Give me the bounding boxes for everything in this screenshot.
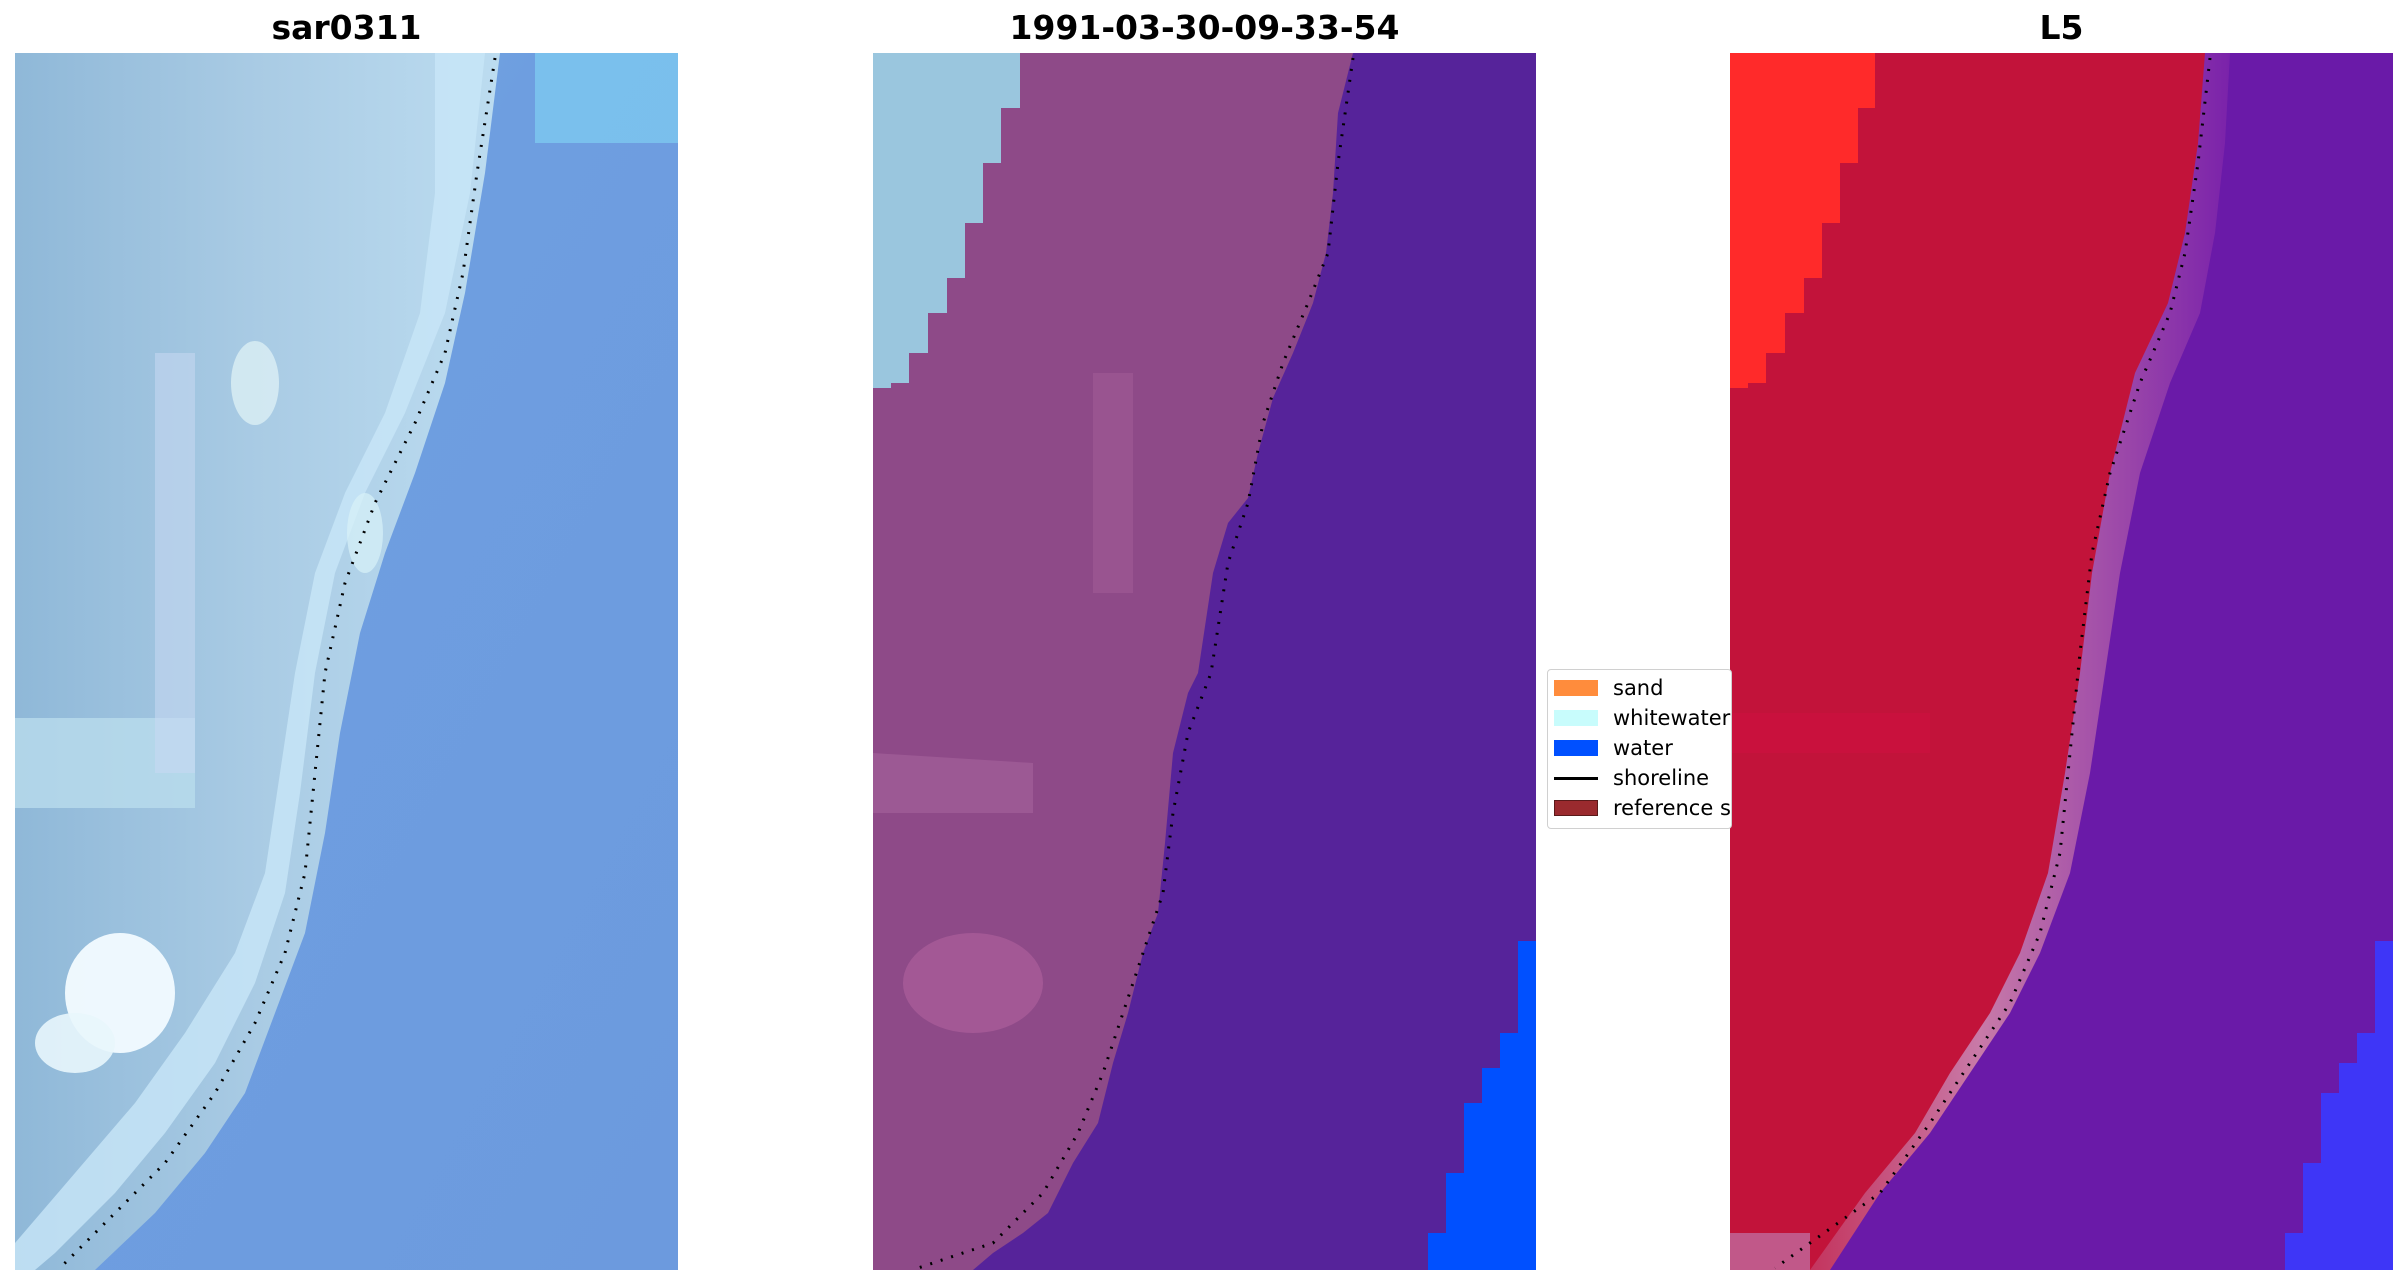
panel-title-index: L5 [2039,8,2084,47]
legend-line-shoreline [1554,776,1598,780]
legend-swatch-whitewater [1554,710,1598,726]
legend-label: water [1613,736,1673,760]
classification-panel [873,53,1536,1270]
rgb-image [15,53,678,1270]
legend: sand whitewater water shoreline referenc… [1547,669,1732,829]
index-image [1730,53,2393,1270]
classification-image [873,53,1536,1270]
legend-label: shoreline [1613,766,1710,790]
legend-item-whitewater: whitewater [1554,703,1730,733]
legend-item-shoreline: shoreline [1554,763,1709,793]
legend-label: reference shoreline [1613,796,1731,820]
rgb-image-panel [15,53,678,1270]
legend-label: whitewater [1613,706,1731,730]
legend-swatch-reference-shoreline [1554,800,1598,816]
legend-swatch-water [1554,740,1598,756]
legend-item-reference-shoreline: reference shoreline [1554,793,1731,823]
index-panel [1730,53,2393,1270]
legend-label: sand [1613,676,1664,700]
legend-swatch-sand [1554,680,1598,696]
legend-item-water: water [1554,733,1673,763]
panel-title-classification: 1991-03-30-09-33-54 [1009,8,1400,47]
legend-item-sand: sand [1554,673,1663,703]
panel-title-rgb: sar0311 [271,8,422,47]
